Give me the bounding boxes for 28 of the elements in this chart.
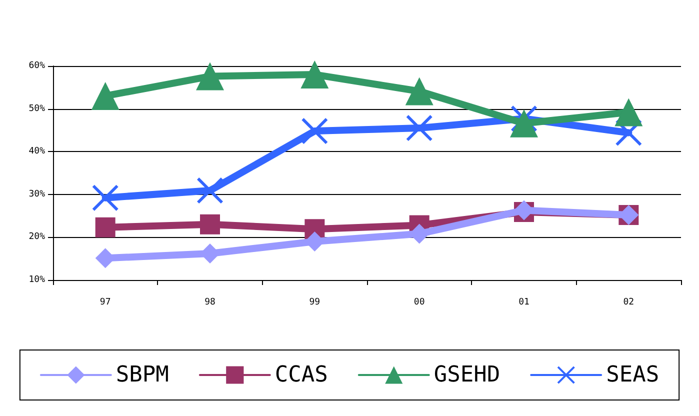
point — [510, 109, 538, 138]
y-tick-label: 10% — [28, 275, 46, 285]
point — [300, 60, 329, 89]
y-tick-label: 30% — [28, 189, 46, 200]
y-tick-label: 60% — [28, 61, 46, 71]
point — [614, 98, 643, 126]
y-tick-label: 20% — [28, 232, 46, 242]
point — [302, 118, 328, 144]
legend-label: SEAS — [606, 362, 660, 388]
point — [406, 115, 432, 142]
point — [196, 62, 224, 90]
legend-label: GSEHD — [434, 362, 500, 388]
y-tick-label: 40% — [28, 146, 46, 157]
x-tick-label: 02 — [623, 298, 634, 308]
point — [92, 184, 118, 211]
point — [200, 214, 220, 234]
legend-label: SBPM — [116, 362, 169, 388]
y-tick-label: 50% — [28, 104, 46, 114]
x-tick-label: 98 — [204, 298, 216, 308]
point — [197, 178, 223, 204]
x-tick-label: 99 — [309, 298, 320, 308]
legend-label: CCAS — [274, 362, 328, 388]
point — [405, 77, 434, 106]
x-tick-label: 97 — [100, 298, 111, 308]
point — [95, 217, 116, 238]
x-tick-label: 00 — [414, 298, 425, 308]
point — [91, 82, 120, 110]
x-tick-label: 01 — [518, 298, 530, 308]
